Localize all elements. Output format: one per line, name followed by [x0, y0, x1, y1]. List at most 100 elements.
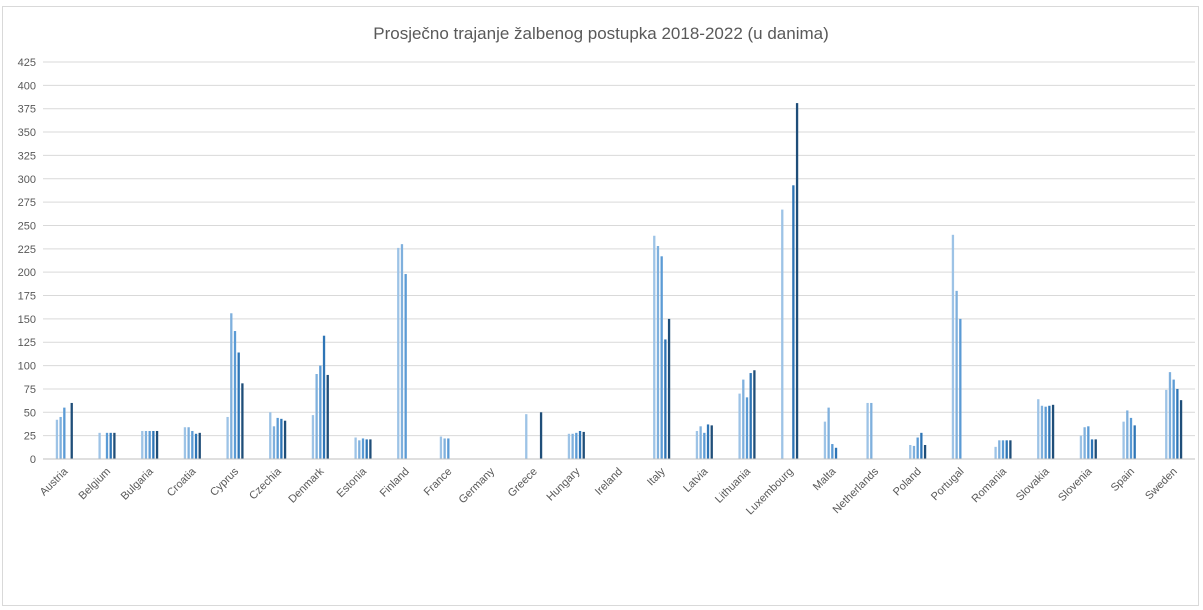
x-category-label: Bulgaria	[119, 465, 157, 503]
bar-sweden-4	[1176, 388, 1179, 459]
bar-netherlands-1	[866, 402, 869, 459]
bar-malta-4	[834, 447, 838, 459]
x-category-label: Portugal	[929, 466, 966, 503]
y-tick-label: 200	[18, 267, 36, 279]
x-category-label: Spain	[1109, 466, 1137, 494]
bar-hungary-5	[582, 431, 585, 459]
bar-spain-4	[1133, 425, 1136, 459]
bar-latvia-5	[710, 425, 713, 459]
x-category-label: Malta	[811, 465, 839, 493]
bar-spain-2	[1126, 410, 1129, 459]
bar-spain-3	[1129, 417, 1133, 459]
bar-denmark-1	[311, 415, 315, 459]
bar-lithuania-4	[749, 373, 752, 459]
bar-luxembourg-4	[792, 185, 795, 460]
bar-hungary-3	[575, 432, 578, 459]
y-axis-tick-labels: 0 25 50 75 100 125 150 175 200 225 250 275 300 325 350…	[18, 57, 36, 466]
bar-portugal-1	[951, 234, 955, 459]
appeal-duration-chart: Prosječno trajanje žalbenog postupka 201…	[18, 24, 1195, 517]
bar-austria-1	[55, 419, 59, 459]
chart-frame: Prosječno trajanje žalbenog postupka 201…	[2, 6, 1199, 606]
x-category-label: Hungary	[545, 465, 583, 503]
bar-latvia-3	[703, 432, 706, 459]
y-tick-label: 25	[24, 431, 36, 443]
bar-slovenia-5	[1094, 439, 1097, 459]
bar-lithuania-5	[753, 370, 756, 459]
y-tick-label: 325	[18, 150, 36, 162]
bar-sweden-1	[1165, 389, 1168, 459]
bar-estonia-3	[361, 438, 365, 459]
bar-slovakia-5	[1051, 404, 1055, 459]
x-category-label: France	[422, 466, 455, 499]
bar-poland-1	[909, 444, 912, 459]
bar-bulgaria-5	[155, 430, 159, 459]
bar-bulgaria-4	[152, 430, 155, 459]
bar-cyprus-3	[233, 331, 237, 459]
bar-croatia-5	[198, 432, 201, 459]
x-category-label: Slovakia	[1014, 465, 1053, 504]
x-category-label: Latvia	[681, 465, 711, 495]
bar-croatia-2	[187, 427, 190, 459]
bar-cyprus-4	[237, 352, 240, 459]
bar-italy-3	[660, 256, 663, 459]
bar-austria-3	[63, 407, 66, 459]
bar-cyprus-5	[241, 383, 244, 459]
gridlines	[43, 61, 1195, 437]
chart-title: Prosječno trajanje žalbenog postupka 201…	[373, 24, 829, 43]
y-tick-label: 300	[18, 174, 36, 186]
y-tick-label: 375	[18, 104, 36, 116]
bar-croatia-1	[183, 427, 187, 459]
bar-estonia-2	[358, 440, 361, 459]
bar-czechia-3	[276, 417, 279, 459]
bar-austria-5	[70, 402, 73, 459]
x-category-label: Italy	[645, 465, 668, 488]
bar-latvia-1	[695, 430, 699, 459]
bar-greece-1	[525, 414, 528, 459]
bar-italy-4	[664, 339, 667, 459]
x-category-label: Sweden	[1143, 466, 1180, 503]
y-tick-label: 400	[18, 80, 36, 92]
bar-luxembourg-1	[781, 209, 784, 459]
x-category-label: Czechia	[247, 465, 284, 502]
bar-malta-1	[823, 421, 827, 459]
bar-portugal-2	[955, 290, 958, 459]
bar-netherlands-2	[870, 402, 873, 459]
bar-slovakia-1	[1037, 399, 1040, 459]
x-category-label: Germany	[457, 465, 498, 506]
bar-romania-3	[1001, 440, 1005, 459]
bar-cyprus-1	[226, 416, 229, 459]
bars	[55, 103, 1183, 460]
bar-hungary-4	[578, 430, 582, 459]
bar-lithuania-1	[738, 393, 741, 459]
x-category-label: Poland	[891, 466, 924, 499]
bar-denmark-5	[326, 374, 329, 459]
bar-denmark-2	[315, 374, 318, 459]
bar-greece-5	[539, 412, 543, 459]
bar-finland-1	[397, 247, 400, 459]
bar-croatia-4	[194, 433, 198, 459]
x-category-label: Croatia	[165, 465, 199, 499]
y-tick-label: 250	[18, 220, 36, 232]
bar-sweden-2	[1168, 372, 1172, 459]
y-tick-label: 75	[24, 384, 36, 396]
bar-sweden-3	[1172, 379, 1175, 459]
bar-france-3	[447, 438, 450, 459]
bar-slovenia-4	[1090, 439, 1094, 459]
bar-czechia-5	[283, 420, 287, 459]
bar-hungary-2	[571, 433, 574, 459]
x-category-label: Lithuania	[713, 465, 754, 506]
bar-slovakia-4	[1048, 405, 1051, 459]
bar-bulgaria-2	[144, 430, 148, 459]
bar-spain-1	[1122, 421, 1125, 459]
bar-belgium-1	[98, 432, 101, 459]
y-tick-label: 150	[18, 314, 36, 326]
x-category-label: Belgium	[77, 466, 114, 503]
bar-finland-2	[400, 244, 404, 459]
bar-estonia-5	[369, 439, 372, 459]
x-category-label: Netherlands	[831, 465, 882, 516]
bar-malta-3	[831, 444, 834, 459]
x-category-label: Denmark	[286, 465, 326, 505]
bar-luxembourg-5	[795, 103, 799, 459]
bar-croatia-3	[191, 430, 194, 459]
bar-sweden-5	[1179, 400, 1183, 459]
